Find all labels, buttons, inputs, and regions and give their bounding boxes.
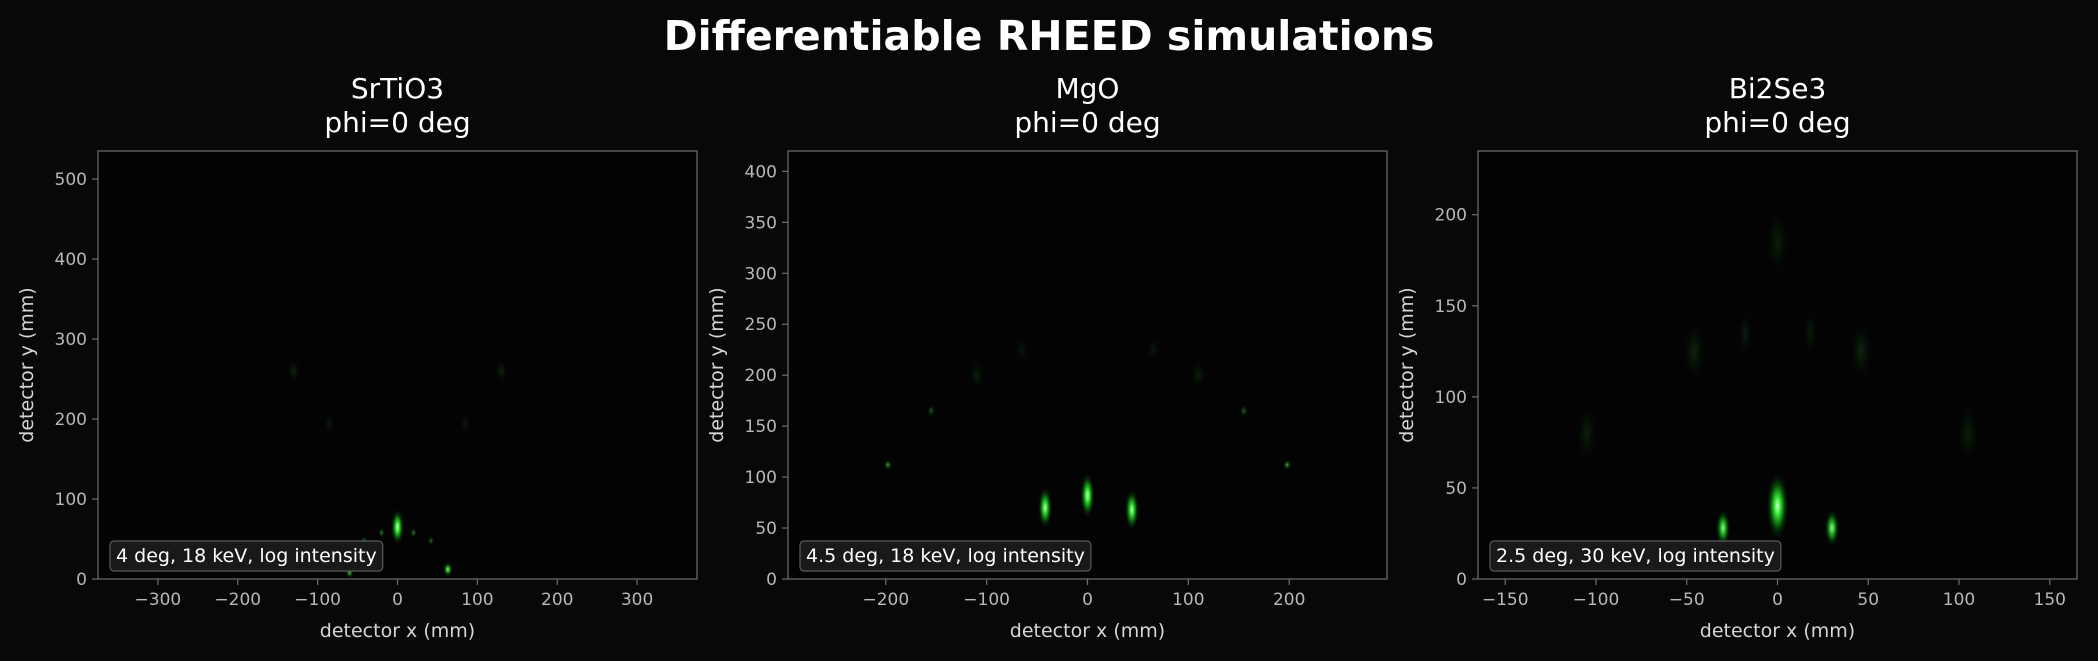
- diffraction-spot: [494, 359, 508, 383]
- x-tick-label: 200: [1273, 590, 1305, 610]
- annotation-box: 2.5 deg, 30 keV, log intensity: [1489, 540, 1782, 572]
- diffraction-spot: [443, 562, 453, 577]
- y-tick-label: 0: [766, 570, 777, 590]
- x-tick-label: −200: [214, 590, 261, 610]
- panel-title-line: phi=0 deg: [1704, 106, 1850, 139]
- diffraction-spot: [1190, 360, 1207, 390]
- y-tick-label: 250: [745, 315, 777, 335]
- y-axis-label: detector y (mm): [16, 287, 38, 442]
- diffraction-spot: [927, 404, 936, 417]
- y-tick-label: 0: [1456, 570, 1467, 590]
- annotation-text: 4 deg, 18 keV, log intensity: [116, 545, 377, 567]
- diffraction-spot: [1766, 473, 1789, 539]
- x-axis-label: detector x (mm): [1700, 620, 1855, 642]
- y-tick-label: 200: [55, 410, 87, 430]
- diffraction-spot: [459, 413, 471, 433]
- y-tick-label: 50: [1445, 479, 1467, 499]
- x-tick-label: −100: [1573, 590, 1620, 610]
- figure-title: Differentiable RHEED simulations: [663, 12, 1435, 60]
- x-tick-label: 0: [392, 590, 403, 610]
- panel-title-line: phi=0 deg: [324, 106, 470, 139]
- x-tick-label: 200: [541, 590, 573, 610]
- panel-title-line: SrTiO3: [351, 72, 444, 105]
- diffraction-spot: [410, 527, 417, 538]
- spots: [883, 337, 1292, 531]
- diffraction-spot: [1824, 509, 1840, 547]
- y-axis-label: detector y (mm): [1396, 287, 1418, 442]
- y-tick-label: 400: [745, 162, 777, 182]
- annotation-text: 2.5 deg, 30 keV, log intensity: [1496, 545, 1775, 567]
- diffraction-spot: [1850, 322, 1872, 381]
- y-tick-label: 350: [745, 213, 777, 233]
- x-tick-label: −100: [963, 590, 1010, 610]
- y-tick-label: 400: [55, 250, 87, 270]
- diffraction-spot: [1715, 509, 1731, 547]
- y-tick-label: 150: [1435, 297, 1467, 317]
- diffraction-spot: [287, 359, 301, 383]
- spots: [1576, 209, 1979, 547]
- diffraction-spot: [1124, 489, 1139, 531]
- y-tick-label: 150: [745, 417, 777, 437]
- y-axis-label: detector y (mm): [706, 287, 728, 442]
- y-tick-label: 300: [55, 330, 87, 350]
- y-tick-label: 200: [1435, 206, 1467, 226]
- diffraction-spot: [1145, 337, 1161, 362]
- panel-2: −150 −100 −50 0 50 100 150 0 50 100 150 200 detector…: [1396, 72, 2078, 642]
- x-tick-label: 0: [1772, 590, 1783, 610]
- x-tick-label: 150: [2034, 590, 2066, 610]
- y-tick-label: 500: [55, 170, 87, 190]
- annotation-box: 4 deg, 18 keV, log intensity: [109, 540, 384, 572]
- diffraction-spot: [968, 360, 985, 390]
- panel-title-line: phi=0 deg: [1014, 106, 1160, 139]
- y-tick-label: 200: [745, 366, 777, 386]
- diffraction-spot: [1737, 311, 1753, 355]
- diffraction-spot: [378, 527, 385, 538]
- y-tick-label: 100: [745, 468, 777, 488]
- diffraction-spot: [427, 535, 435, 546]
- x-tick-label: 50: [1857, 590, 1879, 610]
- diffraction-spot: [1038, 487, 1053, 529]
- y-tick-label: 0: [76, 570, 87, 590]
- panel-1: −200 −100 0 100 200 0 50 100 150 200 250 300 350 400 d…: [706, 72, 1388, 642]
- diffraction-spot: [1283, 459, 1292, 470]
- diffraction-spot: [1239, 404, 1248, 417]
- y-tick-label: 50: [755, 519, 777, 539]
- y-tick-label: 100: [1435, 388, 1467, 408]
- diffraction-spot: [1683, 322, 1705, 381]
- panel-0: −300 −200 −100 0 100 200 300 0 100 200 300 400 500 de…: [16, 72, 698, 642]
- x-axis-label: detector x (mm): [1010, 620, 1165, 642]
- diffraction-spot: [324, 413, 336, 433]
- panel-title-line: MgO: [1056, 72, 1120, 105]
- diffraction-spot: [1802, 311, 1818, 355]
- x-tick-label: 0: [1082, 590, 1093, 610]
- x-tick-label: −300: [135, 590, 182, 610]
- diffraction-spot: [1014, 337, 1030, 362]
- diffraction-spot: [1957, 404, 1979, 463]
- x-tick-label: −50: [1669, 590, 1705, 610]
- x-tick-label: −200: [862, 590, 909, 610]
- x-tick-label: 100: [461, 590, 493, 610]
- y-tick-label: 100: [55, 490, 87, 510]
- x-axis-label: detector x (mm): [320, 620, 475, 642]
- diffraction-spot: [1766, 209, 1789, 275]
- diffraction-spot: [1080, 473, 1095, 518]
- x-tick-label: 100: [1172, 590, 1204, 610]
- plot-area: [98, 151, 697, 579]
- diffraction-spot: [1576, 404, 1598, 463]
- x-tick-label: −150: [1482, 590, 1529, 610]
- x-tick-label: 300: [621, 590, 653, 610]
- diffraction-spot: [883, 459, 892, 470]
- y-tick-label: 300: [745, 264, 777, 284]
- x-tick-label: −100: [294, 590, 341, 610]
- diffraction-spot: [391, 509, 404, 545]
- x-tick-label: 100: [1943, 590, 1975, 610]
- panel-title-line: Bi2Se3: [1729, 72, 1827, 105]
- annotation-box: 4.5 deg, 18 keV, log intensity: [799, 540, 1092, 572]
- annotation-text: 4.5 deg, 18 keV, log intensity: [806, 545, 1085, 567]
